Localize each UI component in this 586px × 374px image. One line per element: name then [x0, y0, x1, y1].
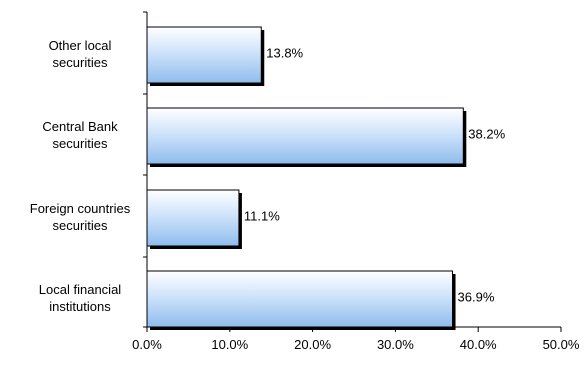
x-tick-label: 40.0%	[460, 337, 497, 352]
category-label-line: securities	[53, 218, 108, 233]
axes-layer	[143, 11, 562, 332]
data-label: 13.8%	[266, 45, 303, 60]
category-label-line: Local financial	[39, 282, 121, 297]
data-label: 11.1%	[244, 208, 280, 223]
bars-layer	[146, 26, 467, 330]
category-label-line: Central Bank	[42, 119, 118, 134]
labels-layer: 13.8% Other local securities 38.2% Central B…	[30, 38, 580, 352]
category-label-line: securities	[53, 136, 108, 151]
category-label-line: securities	[53, 55, 108, 70]
category-label-line: Foreign countries	[30, 201, 131, 216]
category-label: Other local securities	[49, 38, 112, 70]
data-label: 38.2%	[468, 126, 505, 141]
category-label: Foreign countries securities	[30, 201, 131, 233]
bar	[146, 270, 454, 328]
bar	[146, 26, 262, 84]
data-label: 36.9%	[458, 289, 495, 304]
bar	[146, 189, 240, 247]
x-tick-label: 0.0%	[132, 337, 162, 352]
category-label-line: institutions	[49, 299, 111, 314]
x-tick-label: 10.0%	[211, 337, 248, 352]
x-tick-label: 20.0%	[294, 337, 331, 352]
category-label: Local financial institutions	[39, 282, 121, 314]
bar	[146, 107, 464, 165]
x-tick-label: 50.0%	[543, 337, 580, 352]
category-label: Central Bank securities	[42, 119, 118, 151]
x-tick-label: 30.0%	[377, 337, 414, 352]
category-label-line: Other local	[49, 38, 112, 53]
